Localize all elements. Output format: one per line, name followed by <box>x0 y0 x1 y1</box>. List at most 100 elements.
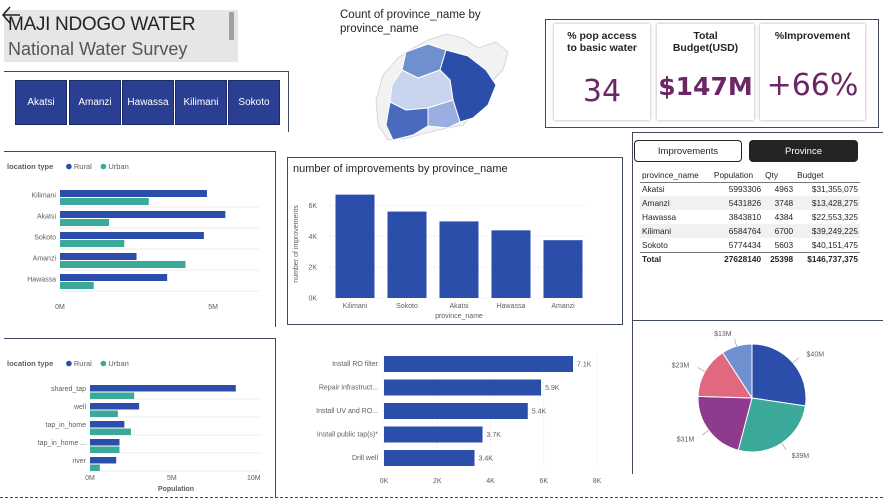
slicer-hawassa[interactable]: Hawassa <box>122 80 174 125</box>
slicer-sokoto[interactable]: Sokoto <box>228 80 280 125</box>
category-label: Hawassa <box>27 277 56 284</box>
legend-label: Urban <box>108 162 128 171</box>
kpi-value-improvement: +66% <box>766 68 859 103</box>
legend-marker <box>100 360 107 367</box>
data-label: 3.4K <box>479 456 494 463</box>
bar-urban <box>60 282 94 289</box>
chart-location-by-province[interactable]: location type Rural Urban Kilimani Akatsi Sok… <box>4 155 274 323</box>
legend-label: Rural <box>74 162 92 171</box>
table-cell: Kilimani <box>642 226 672 236</box>
legend-marker <box>100 163 107 170</box>
table-row[interactable]: Akatsi 5993306 4963 $31,355,075 <box>640 182 860 196</box>
legend-marker <box>66 360 72 367</box>
panel-source-frame <box>4 338 276 498</box>
table-row[interactable]: Hawassa 3843810 4384 $22,553,325 <box>640 210 860 224</box>
improvements-chart-title: number of improvements by province_name <box>293 163 508 175</box>
right-panel-frame <box>632 132 883 474</box>
x-tick-label: Akatsi <box>449 303 469 310</box>
province-map[interactable] <box>368 30 518 145</box>
bar-sokoto <box>387 211 427 298</box>
table-header[interactable]: Population <box>711 168 764 183</box>
tab-improvements[interactable]: Improvements <box>634 140 742 162</box>
bar-urban <box>60 198 149 205</box>
table-header[interactable]: Budget <box>795 168 860 183</box>
bar-hawassa <box>491 230 531 298</box>
map-region-5[interactable] <box>385 101 429 141</box>
bar-rural <box>90 439 120 446</box>
bar-kilimani <box>335 194 375 298</box>
table-cell: 4384 <box>774 212 794 222</box>
x-tick-label: 5M <box>208 304 218 311</box>
bar-urban <box>60 219 109 226</box>
kpi-card-access: % pop access to basic water 34 <box>554 24 650 120</box>
y-tick-label: 2K <box>308 265 317 272</box>
bar-urban <box>90 446 120 453</box>
bar-rural <box>90 385 236 392</box>
pie-slice <box>737 397 806 453</box>
pie-slice <box>697 351 753 399</box>
table-cell: 3843810 <box>728 212 762 222</box>
table-total-cell: $146,737,375 <box>795 251 860 266</box>
panel-improvements-frame <box>287 157 623 325</box>
x-tick-label: Hawassa <box>497 303 526 310</box>
table-header[interactable]: Qty <box>763 168 796 183</box>
legend-marker <box>66 163 72 170</box>
table-cell: 4963 <box>774 184 794 195</box>
kpi-label-access: % pop access to basic water <box>566 30 638 54</box>
kpi-value-access: 34 <box>582 74 622 109</box>
bar-urban <box>60 261 186 268</box>
x-tick-label: 0M <box>85 475 95 482</box>
category-label: Install UV and RO... <box>316 408 378 415</box>
table-cell: Hawassa <box>642 212 677 222</box>
table-cell: 3748 <box>774 198 794 208</box>
table-row[interactable]: Sokoto 5774434 5603 $40,151,475 <box>640 238 860 252</box>
pie-leader-line <box>792 357 800 364</box>
bar-improvement <box>384 426 483 443</box>
pie-leader-line <box>734 338 738 347</box>
category-label: Repair infrastruct... <box>319 385 378 392</box>
data-label: 5.9K <box>545 385 560 392</box>
kpi-label-improvement: %Improvement <box>774 30 851 42</box>
table-cell: Sokoto <box>642 239 668 250</box>
pie-data-label: $31M <box>677 437 695 444</box>
category-label: Install RO filter <box>332 361 379 368</box>
slicer-amanzi[interactable]: Amanzi <box>69 80 121 125</box>
category-label: Drill well <box>352 455 379 462</box>
province-budget-table: province_name Population Qty Budget Akat… <box>640 168 860 266</box>
table-cell: 6700 <box>774 226 794 236</box>
pie-data-label: $23M <box>672 363 690 370</box>
category-label: well <box>73 404 87 411</box>
x-tick-label: 8K <box>593 478 602 485</box>
slicer-kilimani[interactable]: Kilimani <box>175 80 227 125</box>
chart-budget-pie[interactable]: $40M $39M $31M $23M $13M <box>650 328 880 468</box>
category-label: tap_in_home ... <box>38 440 86 447</box>
data-label: 5.4K <box>532 409 547 416</box>
title-box <box>4 10 238 62</box>
back-arrow-icon[interactable] <box>0 2 22 28</box>
y-tick-label: 0K <box>308 296 317 303</box>
title-scrollbar[interactable] <box>229 12 234 40</box>
chart-improvement-types[interactable]: 0K 2K 4K 6K 8K Install RO filter 7.1K Repair in… <box>290 350 610 490</box>
bar-urban <box>90 428 131 435</box>
legend-title: location type <box>7 162 53 171</box>
bar-improvement <box>384 450 475 466</box>
table-header[interactable]: province_name <box>640 168 712 183</box>
pie-data-label: $13M <box>714 331 732 338</box>
table-row[interactable]: Kilimani 6584764 6700 $39,249,225 <box>640 224 860 238</box>
x-tick-label: 6K <box>539 478 548 485</box>
table-cell: Amanzi <box>642 198 670 208</box>
tab-province[interactable]: Province <box>749 140 858 162</box>
bar-rural <box>60 274 168 281</box>
chart-improvements-by-province[interactable]: 0K 2K 4K 6K Kilimani Sokoto Akatsi Hawassa Amanz… <box>289 178 621 324</box>
slicer-akatsi[interactable]: Akatsi <box>15 80 67 125</box>
bar-urban <box>90 392 135 399</box>
page-subtitle: National Water Survey <box>8 39 188 59</box>
category-label: shared_tap <box>51 386 86 393</box>
category-label: Amanzi <box>33 256 57 263</box>
bar-rural <box>90 421 125 428</box>
pie-leader-line <box>697 367 706 372</box>
table-row[interactable]: Amanzi 5431826 3748 $13,428,275 <box>640 196 860 210</box>
table-cell: $22,553,325 <box>811 212 858 222</box>
map-title: Count of province_name by province_name <box>340 9 481 35</box>
